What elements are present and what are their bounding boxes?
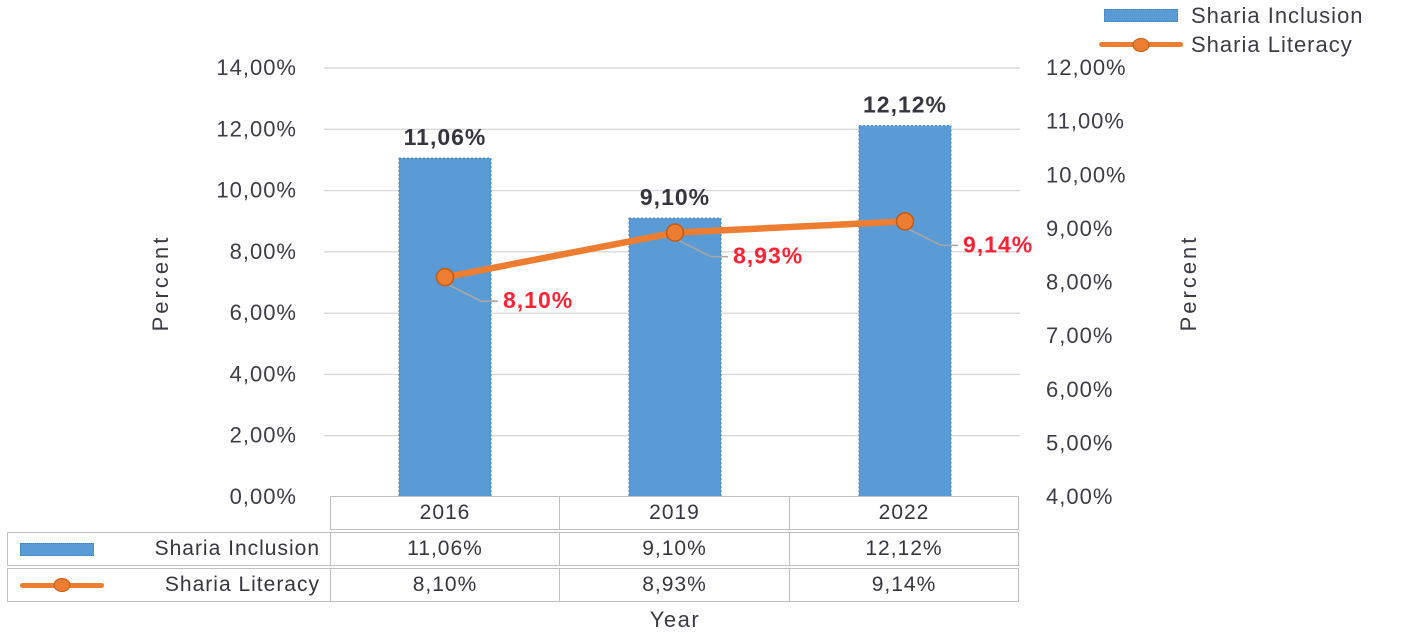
table-header-cell: 2022 <box>789 496 1019 530</box>
line-marker-dot-icon <box>53 578 71 592</box>
bar-value-label: 9,10% <box>640 184 710 210</box>
table-cell: 11,06% <box>330 532 560 566</box>
right-axis-tick-label: 10,00% <box>1046 162 1127 187</box>
right-axis-tick-label: 5,00% <box>1046 430 1113 455</box>
right-axis-tick-label: 4,00% <box>1046 484 1113 509</box>
chart-legend: Sharia Inclusion Sharia Literacy <box>1096 1 1364 59</box>
line-marker-dot-icon <box>1132 37 1150 52</box>
legend-swatch-wrap <box>1096 37 1186 52</box>
left-axis-tick-label: 6,00% <box>230 300 297 325</box>
table-legend-cell: Sharia Literacy <box>7 568 331 602</box>
table-row-sharia-inclusion: Sharia Inclusion 11,06% 9,10% 12,12% <box>7 532 1019 566</box>
label-leader-line <box>678 239 728 258</box>
bar-2019[interactable] <box>628 217 722 498</box>
table-header-row: 2016 2019 2022 <box>330 496 1019 530</box>
right-axis-tick-label: 6,00% <box>1046 377 1113 402</box>
left-axis-tick-label: 10,00% <box>216 178 297 203</box>
bar-value-label: 11,06% <box>404 124 487 150</box>
table-legend-label: Sharia Literacy <box>164 573 320 596</box>
left-axis-tick-label: 2,00% <box>230 423 297 448</box>
left-axis-tick-label: 12,00% <box>216 116 297 141</box>
line-value-label: 9,14% <box>963 231 1033 257</box>
table-header-cell: 2016 <box>330 496 560 530</box>
line-value-label: 8,10% <box>503 287 573 313</box>
right-axis-title: Percent <box>1176 235 1201 332</box>
right-axis-tick-label: 9,00% <box>1046 216 1113 241</box>
left-axis-title: Percent <box>148 235 173 332</box>
table-cell: 8,93% <box>559 568 790 602</box>
table-cell: 9,10% <box>559 532 790 566</box>
left-axis-tick-label: 0,00% <box>230 484 297 509</box>
table-header-cell: 2019 <box>559 496 790 530</box>
legend-label: Sharia Inclusion <box>1191 2 1364 28</box>
left-axis-tick-label: 14,00% <box>216 55 297 80</box>
label-leader-line <box>908 228 958 247</box>
line-marker-2016[interactable] <box>435 267 455 287</box>
line-swatch-icon <box>20 578 104 592</box>
line-value-label: 8,93% <box>733 243 803 269</box>
bar-value-label: 12,12% <box>863 92 947 118</box>
bar-swatch-icon <box>1104 9 1178 22</box>
line-swatch-icon <box>1099 37 1183 52</box>
line-marker-2022[interactable] <box>895 212 915 231</box>
bar-2016[interactable] <box>398 157 492 498</box>
bar-2022[interactable] <box>858 125 952 498</box>
right-axis-tick-label: 8,00% <box>1046 270 1113 295</box>
left-axis-tick-label: 4,00% <box>230 361 297 386</box>
line-marker-2019[interactable] <box>665 223 685 242</box>
left-axis-tick-label: 8,00% <box>230 239 297 264</box>
legend-item-sharia-inclusion[interactable]: Sharia Inclusion <box>1096 1 1364 30</box>
label-leader-line <box>448 284 498 302</box>
table-cell: 9,14% <box>789 568 1019 602</box>
table-row-sharia-literacy: Sharia Literacy 8,10% 8,93% 9,14% <box>7 568 1019 602</box>
legend-item-sharia-literacy[interactable]: Sharia Literacy <box>1096 30 1364 59</box>
legend-swatch-wrap <box>1096 9 1186 22</box>
bar-swatch-icon <box>20 542 94 556</box>
table-cell: 12,12% <box>789 532 1019 566</box>
legend-label: Sharia Literacy <box>1191 31 1353 57</box>
right-axis-tick-label: 11,00% <box>1046 109 1125 134</box>
right-axis-tick-label: 7,00% <box>1046 323 1113 348</box>
table-legend-label: Sharia Inclusion <box>154 537 320 560</box>
table-cell: 8,10% <box>330 568 560 602</box>
x-axis-title: Year <box>649 607 701 632</box>
right-axis-tick-label: 12,00% <box>1046 55 1127 80</box>
table-legend-cell: Sharia Inclusion <box>7 532 331 566</box>
